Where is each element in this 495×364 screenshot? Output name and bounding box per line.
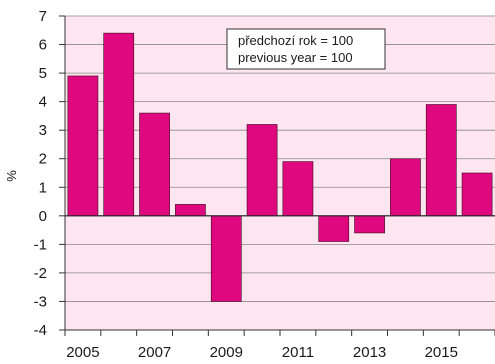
legend-box: předchozí rok = 100 previous year = 100 (226, 28, 386, 70)
x-tick-label: 2005 (66, 344, 99, 361)
y-axis-label: % (4, 170, 19, 182)
y-tick-label: 3 (39, 122, 47, 139)
bar-2006 (103, 32, 135, 217)
x-tick-labels: 2005 2007 2009 2011 2013 2015 (66, 344, 458, 361)
bar-2010 (246, 124, 278, 217)
y-tick-label: -4 (34, 322, 47, 339)
y-tick-label: -1 (34, 236, 47, 253)
bar-2009 (210, 215, 242, 302)
y-tick-label: 2 (39, 151, 47, 168)
legend-line-1: předchozí rok = 100 (238, 33, 353, 48)
y-tick-label: 1 (39, 179, 47, 196)
y-tick-label: 5 (39, 65, 47, 82)
x-tick-label: 2011 (282, 344, 314, 361)
bar-2008 (175, 204, 206, 217)
y-tick-label: 0 (39, 208, 47, 225)
y-tick-label: 6 (39, 37, 47, 54)
y-tick-label: 7 (39, 8, 47, 25)
bar-2015 (425, 104, 457, 217)
x-tick-label: 2009 (210, 344, 243, 361)
bar-2011 (282, 161, 314, 217)
bar-2014 (390, 158, 421, 217)
bar-2005 (67, 75, 99, 217)
x-tick-label: 2015 (425, 344, 458, 361)
bar-2012 (318, 215, 350, 242)
y-tick-labels: -4 -3 -2 -1 0 1 2 3 4 5 6 7 (34, 8, 47, 339)
bar-2007 (139, 112, 170, 217)
bars (67, 32, 493, 302)
y-tick-label: -2 (34, 265, 47, 282)
bar-2013 (354, 215, 385, 234)
y-tick-label: -3 (34, 293, 47, 310)
x-tick-label: 2013 (353, 344, 386, 361)
y-tick-label: 4 (39, 94, 47, 111)
axes (59, 15, 495, 336)
bar-2016 (461, 172, 493, 217)
legend-line-2: previous year = 100 (238, 50, 353, 65)
x-tick-label: 2007 (138, 344, 171, 361)
